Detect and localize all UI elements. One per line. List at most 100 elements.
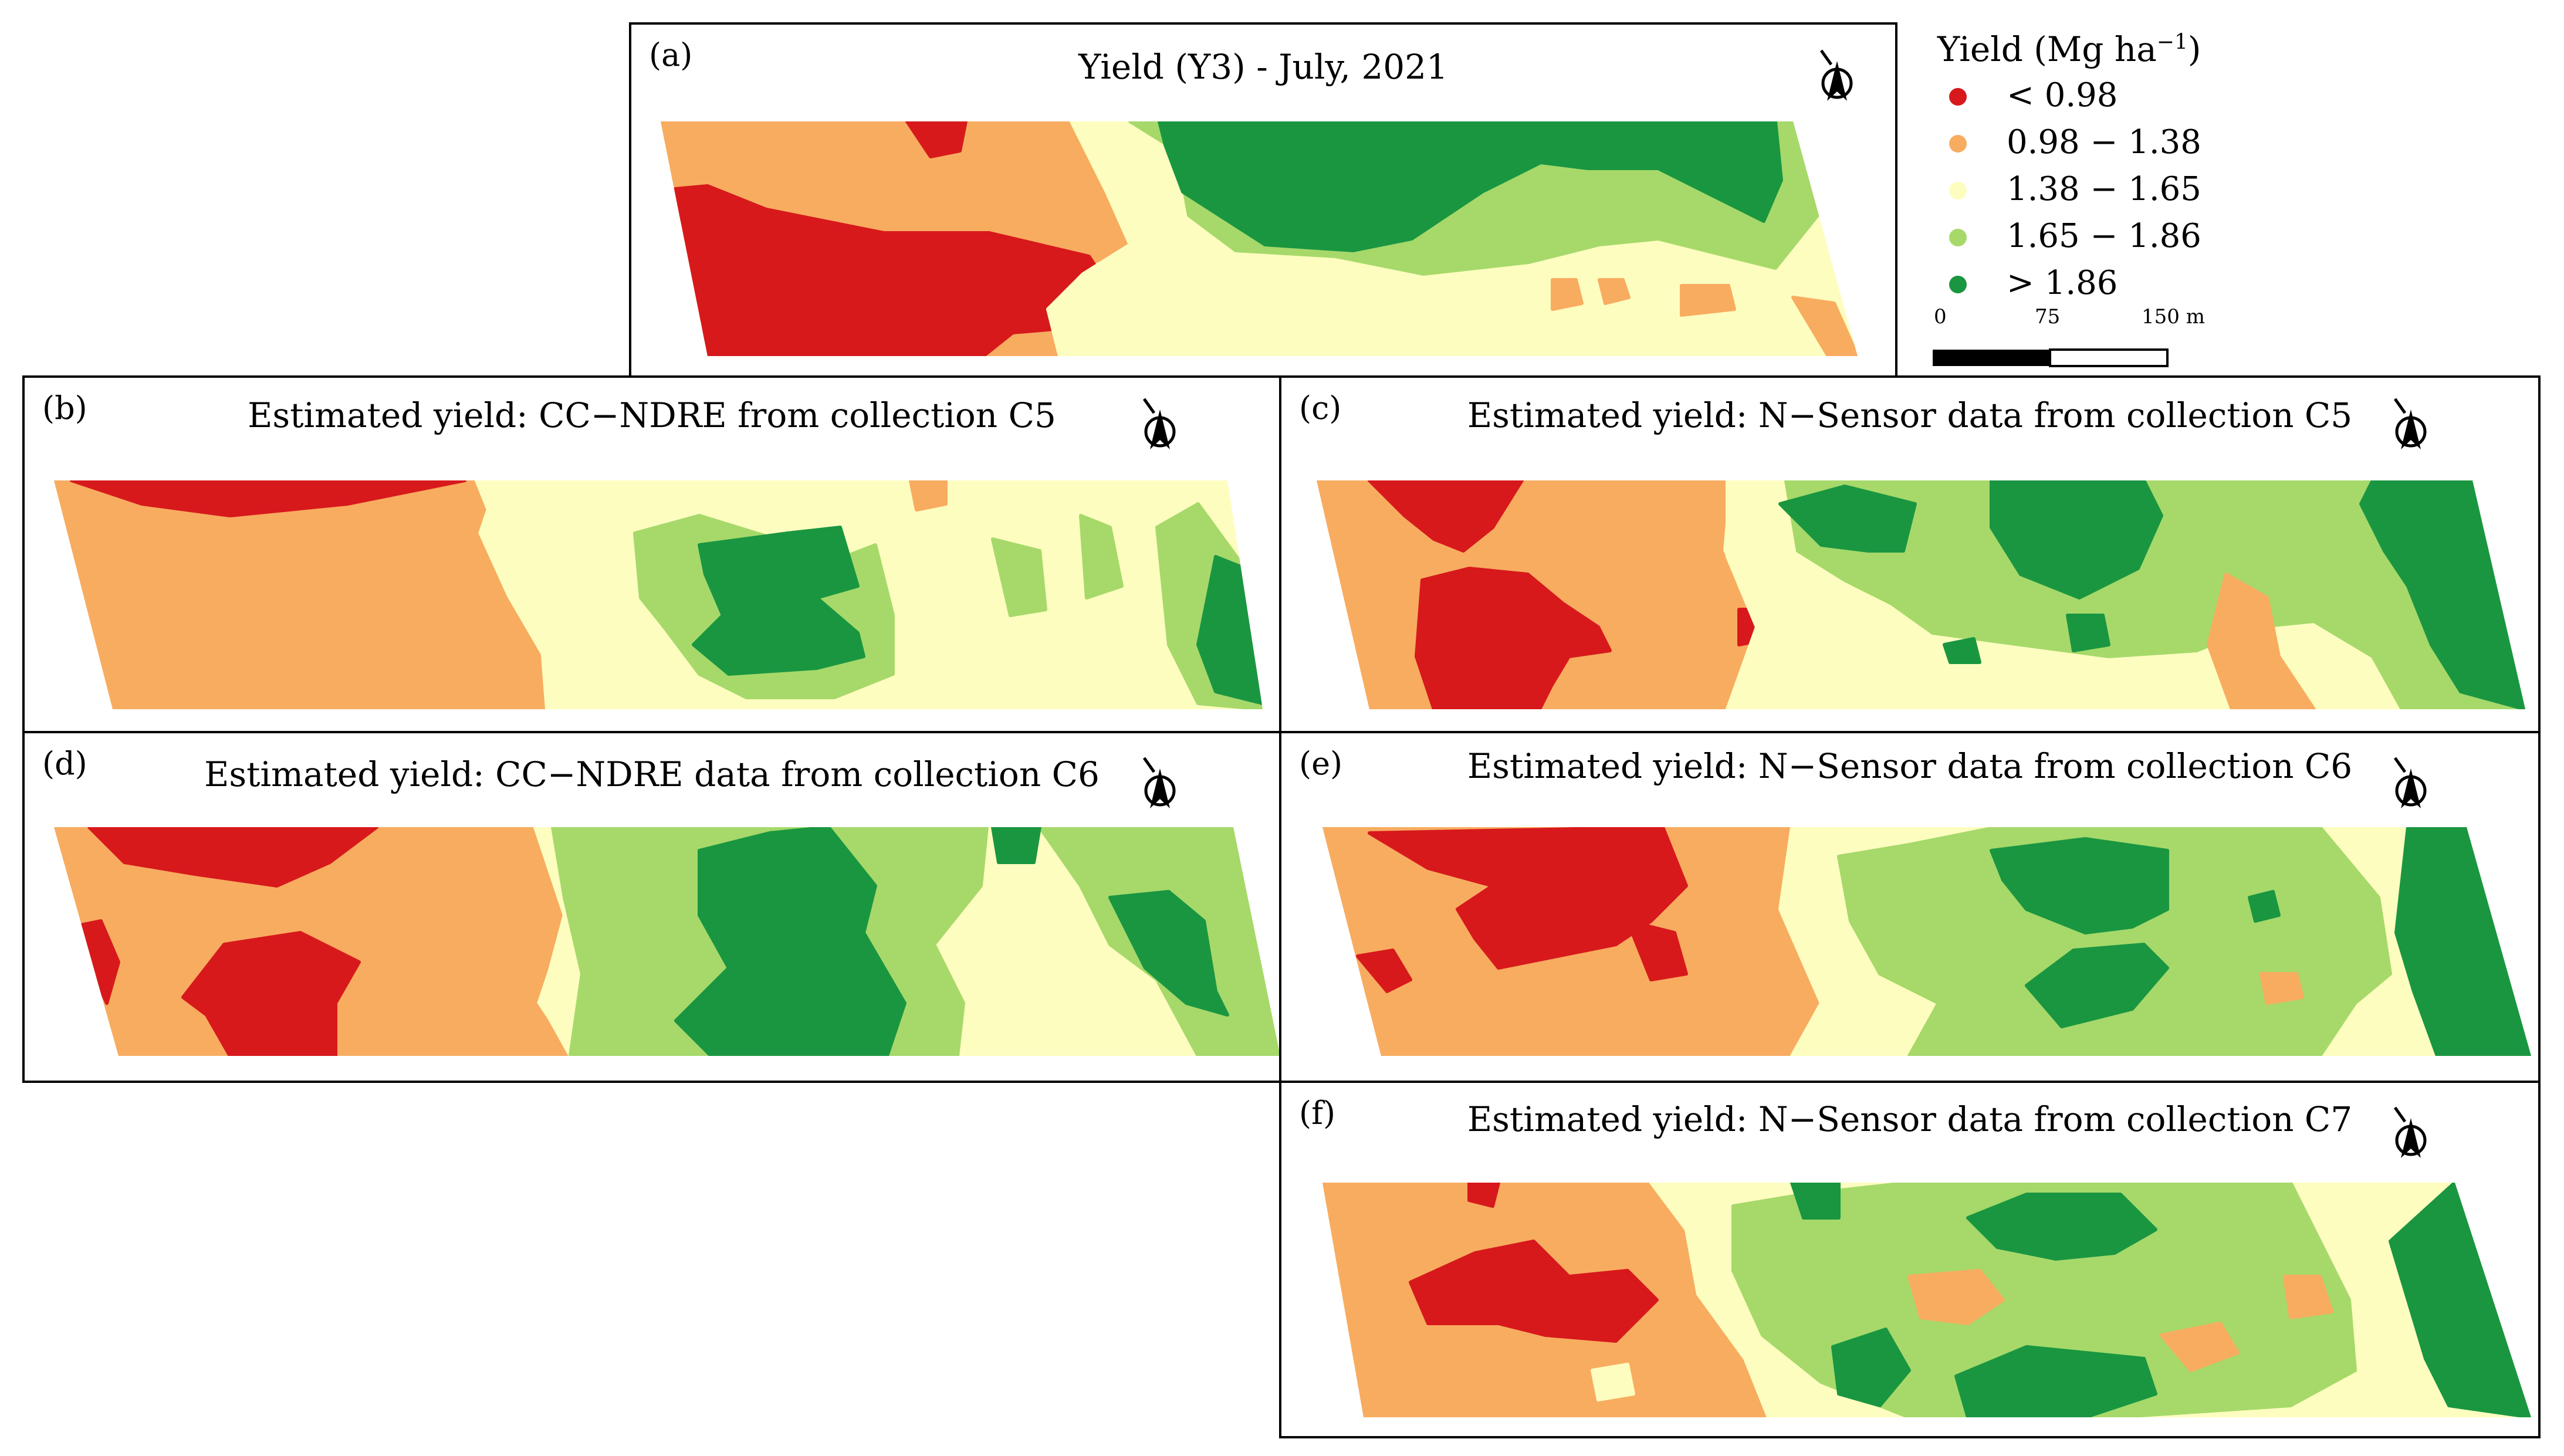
map-panel-d: (d) Estimated yield: CC−NDRE data from c… (22, 731, 1281, 1083)
north-arrow-icon (1142, 757, 1176, 808)
yield-zone (2283, 1275, 2333, 1319)
north-arrow-icon (1142, 398, 1176, 449)
north-arrow-icon (2393, 757, 2427, 808)
field-zones (54, 480, 1263, 709)
yield-zone (1368, 480, 1524, 553)
field-zones (1322, 827, 2531, 1056)
yield-zone (692, 526, 865, 676)
yield-zone (1415, 567, 1612, 709)
scale-tick-75: 75 (2035, 305, 2061, 329)
north-arrow-icon (2393, 398, 2427, 449)
panel-title: Estimated yield: CC−NDRE data from colle… (204, 754, 1100, 794)
north-arrow-pointer (2401, 409, 2421, 449)
field-zones (661, 121, 1858, 356)
yield-zone (1954, 1345, 2157, 1417)
legend-swatch-lightgreen (1949, 229, 1967, 246)
yield-zone (1990, 480, 2163, 600)
north-arrow-n-stroke (1142, 398, 1156, 414)
north-arrow-icon (2393, 1106, 2427, 1158)
panel-title: Yield (Y3) - July, 2021 (1078, 47, 1448, 87)
legend: Yield (Mg ha−1) < 0.98 0.98 − 1.38 1.38 … (1930, 23, 2517, 375)
yield-zone (2207, 573, 2316, 709)
yield-zone (1837, 827, 2392, 1056)
legend-swatch-red (1949, 88, 1967, 106)
panel-label: (d) (42, 745, 87, 782)
north-arrow-n-stroke (1142, 757, 1156, 773)
north-arrow-pointer (2401, 1118, 2421, 1158)
scale-tick-150: 150 m (2142, 305, 2205, 329)
yield-zone (2389, 1183, 2531, 1417)
yield-zone (181, 931, 361, 1056)
yield-zone (1907, 1269, 2005, 1325)
scale-tick-0: 0 (1934, 305, 1947, 329)
yield-zone (1158, 121, 1783, 252)
yield-zone (1966, 1193, 2157, 1261)
yield-zone (1784, 480, 2525, 709)
yield-zone (2025, 943, 2169, 1028)
panel-label: (f) (1299, 1095, 1336, 1132)
panel-title: Estimated yield: N−Sensor data from coll… (1467, 1099, 2353, 1139)
yield-zone (991, 827, 1041, 864)
legend-swatch-darkgreen (1949, 276, 1967, 293)
yield-zone (1990, 837, 2169, 934)
map-panel-b: (b) Estimated yield: CC−NDRE from collec… (22, 375, 1281, 733)
yield-zone (1598, 278, 1631, 305)
yield-zone (991, 537, 1047, 617)
yield-zone (1626, 919, 1688, 981)
north-arrow-icon (1819, 49, 1853, 101)
yield-zone (70, 480, 466, 517)
legend-swatch-yellow (1949, 182, 1967, 199)
yield-zone (1790, 1183, 1841, 1220)
yield-zone (2160, 1322, 2240, 1372)
legend-title: Yield (Mg ha−1) (1937, 29, 2201, 69)
yield-zone (1368, 827, 1688, 970)
yield-zone (909, 480, 948, 512)
north-arrow-n-stroke (2393, 1106, 2407, 1123)
yield-zone (54, 480, 549, 709)
map-panel-e: (e) Estimated yield: N−Sensor data from … (1279, 731, 2541, 1083)
yield-map-f (1322, 1183, 2531, 1417)
yield-zone (1778, 485, 1917, 553)
panel-title: Estimated yield: N−Sensor data from coll… (1467, 395, 2353, 435)
yield-zone (1791, 296, 1858, 356)
yield-zone (1551, 278, 1584, 311)
field-zones (54, 827, 1280, 1056)
map-panel-a: (a) Yield (Y3) - July, 2021 (629, 22, 1897, 381)
yield-zone (1943, 637, 1981, 664)
map-panel-f: (f) Estimated yield: N−Sensor data from … (1279, 1081, 2541, 1438)
yield-zone (2066, 614, 2110, 652)
yield-zone (2359, 480, 2525, 709)
panel-title: Estimated yield: CC−NDRE from collection… (248, 395, 1056, 435)
north-arrow-pointer (1150, 768, 1170, 808)
yield-zone (2394, 827, 2531, 1056)
yield-map-a (661, 121, 1858, 356)
yield-zone (2248, 890, 2281, 923)
north-arrow-pointer (2401, 768, 2421, 808)
yield-zone (905, 121, 968, 158)
map-panel-c: (c) Estimated yield: N−Sensor data from … (1279, 375, 2541, 733)
yield-zone (1079, 514, 1124, 600)
field-zones (1317, 480, 2525, 709)
yield-zone (1409, 1240, 1659, 1343)
yield-zone (1467, 1183, 1500, 1208)
field-zones (1322, 1183, 2531, 1417)
yield-zone (1108, 890, 1229, 1017)
yield-zone (87, 827, 378, 888)
yield-map-c (1317, 480, 2525, 709)
north-arrow-n-stroke (2393, 398, 2407, 414)
panel-title: Estimated yield: N−Sensor data from coll… (1467, 746, 2353, 786)
yield-zone (1680, 284, 1736, 317)
yield-zone (1831, 1328, 1911, 1407)
north-arrow-n-stroke (1819, 49, 1833, 66)
panel-label: (c) (1299, 390, 1342, 426)
yield-map-e (1322, 827, 2531, 1056)
yield-map-b (54, 480, 1263, 709)
north-arrow-pointer (1150, 409, 1170, 449)
yield-zone (1356, 949, 1412, 993)
yield-zone (1591, 1363, 1635, 1401)
yield-zone (674, 827, 906, 1056)
panel-label: (b) (42, 390, 87, 426)
panel-label: (e) (1299, 745, 1343, 782)
north-arrow-n-stroke (2393, 757, 2407, 773)
panel-label: (a) (649, 36, 693, 73)
